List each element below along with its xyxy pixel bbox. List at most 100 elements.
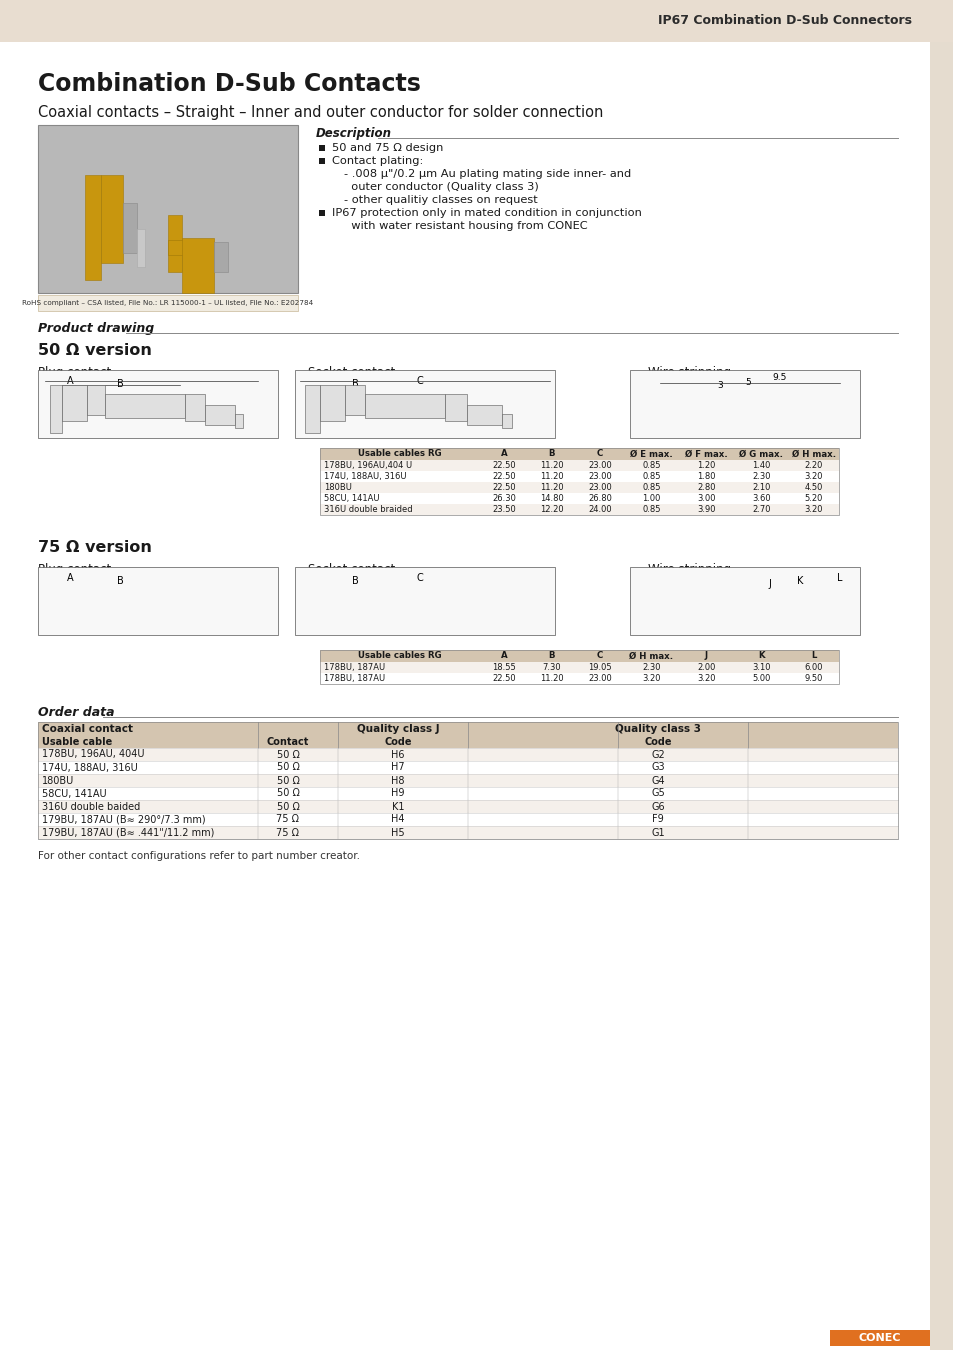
Text: 1.80: 1.80 [697,472,715,481]
Text: 3: 3 [717,381,722,390]
Text: Combination D-Sub Contacts: Combination D-Sub Contacts [38,72,420,96]
Text: 22.50: 22.50 [492,472,516,481]
Text: 7 | 27: 7 | 27 [858,1330,894,1343]
Text: Code: Code [384,737,412,747]
Text: C: C [597,450,602,459]
Text: 316U double baided: 316U double baided [42,802,140,811]
Text: 58CU, 141AU: 58CU, 141AU [324,494,379,504]
Bar [38,736,897,748]
Bar [85,176,101,279]
Bar [234,414,243,428]
Bar [38,722,897,736]
Bar [629,370,859,437]
Text: 50 Ω version: 50 Ω version [38,343,152,358]
Bar [105,394,185,418]
Text: Usable cable: Usable cable [42,737,112,747]
Text: Ø H max.: Ø H max. [791,450,835,459]
Text: H9: H9 [391,788,404,798]
Text: G5: G5 [651,788,664,798]
Text: 5.20: 5.20 [804,494,822,504]
Bar [318,209,325,216]
Bar [87,385,105,414]
Bar [319,649,838,684]
Bar [38,801,897,813]
Text: with water resistant housing from CONEC: with water resistant housing from CONEC [344,221,587,231]
Text: F9: F9 [652,814,663,825]
Bar [38,774,897,787]
Text: 3.20: 3.20 [804,505,822,514]
Text: Coaxial contacts – Straight – Inner and outer conductor for solder connection: Coaxial contacts – Straight – Inner and … [38,105,602,120]
Text: 3.00: 3.00 [697,494,715,504]
Text: 6.00: 6.00 [804,663,822,672]
Text: 3.60: 3.60 [751,494,770,504]
Text: 3.20: 3.20 [804,472,822,481]
Bar [294,370,555,437]
Text: 178BU, 196AU,404 U: 178BU, 196AU,404 U [324,460,412,470]
Text: Quality class 3: Quality class 3 [615,724,700,734]
Text: Quality class J: Quality class J [356,724,438,734]
Text: 1.20: 1.20 [697,460,715,470]
Text: 178BU, 196AU, 404U: 178BU, 196AU, 404U [42,749,144,760]
Bar [444,394,467,421]
Text: B: B [352,576,358,586]
Bar [319,662,838,674]
Text: Ø G max.: Ø G max. [739,450,782,459]
Bar [365,394,444,418]
Text: H7: H7 [391,763,404,772]
Text: 23.00: 23.00 [587,460,611,470]
Text: Ø H max.: Ø H max. [629,652,673,660]
Bar [345,385,365,414]
Text: 22.50: 22.50 [492,460,516,470]
Text: 3.20: 3.20 [697,674,715,683]
Text: CONEC: CONEC [858,1332,901,1343]
Text: Product drawing: Product drawing [38,323,154,335]
Bar [829,1330,929,1346]
Text: 174U, 188AU, 316U: 174U, 188AU, 316U [42,763,137,772]
Text: 19.05: 19.05 [588,663,611,672]
Text: 2.30: 2.30 [752,472,770,481]
Bar [38,813,897,826]
Bar [38,296,297,310]
Text: Usable cables RG: Usable cables RG [357,450,441,459]
Text: 11.20: 11.20 [539,674,563,683]
Bar [294,567,555,634]
Text: 1.00: 1.00 [641,494,660,504]
Text: G2: G2 [651,749,664,760]
Text: 12.20: 12.20 [539,505,563,514]
Text: H4: H4 [391,814,404,825]
Text: L: L [837,572,841,583]
Text: IP67 Combination D-Sub Connectors: IP67 Combination D-Sub Connectors [658,15,911,27]
Text: 50 Ω: 50 Ω [276,775,299,786]
Text: 26.30: 26.30 [492,494,516,504]
Bar [305,385,319,433]
Text: 58CU, 141AU: 58CU, 141AU [42,788,107,798]
Text: 2.70: 2.70 [752,505,770,514]
Text: H5: H5 [391,828,404,837]
Text: For other contact configurations refer to part number creator.: For other contact configurations refer t… [38,850,359,861]
Bar [319,482,838,493]
Bar [38,826,897,838]
Text: 9.5: 9.5 [772,373,786,382]
Text: 2.10: 2.10 [752,483,770,491]
Text: 316U double braided: 316U double braided [324,505,413,514]
Text: B: B [116,379,123,389]
Bar [38,761,897,774]
Text: Socket contact: Socket contact [308,563,395,576]
Bar [929,0,953,1350]
Text: A: A [67,572,73,583]
Text: IP67 protection only in mated condition in conjunction: IP67 protection only in mated condition … [332,208,641,217]
Text: 180BU: 180BU [324,483,352,491]
Bar [182,238,213,293]
Text: 0.85: 0.85 [641,472,660,481]
Text: J: J [704,652,707,660]
Text: A: A [500,652,507,660]
Text: B: B [352,379,358,389]
Text: 3.10: 3.10 [752,663,770,672]
Text: 50 Ω: 50 Ω [276,788,299,798]
Text: L: L [810,652,816,660]
Text: Ø F max.: Ø F max. [684,450,727,459]
Text: K: K [796,576,802,586]
Bar [319,493,838,504]
Text: G1: G1 [651,828,664,837]
Bar [38,370,277,437]
